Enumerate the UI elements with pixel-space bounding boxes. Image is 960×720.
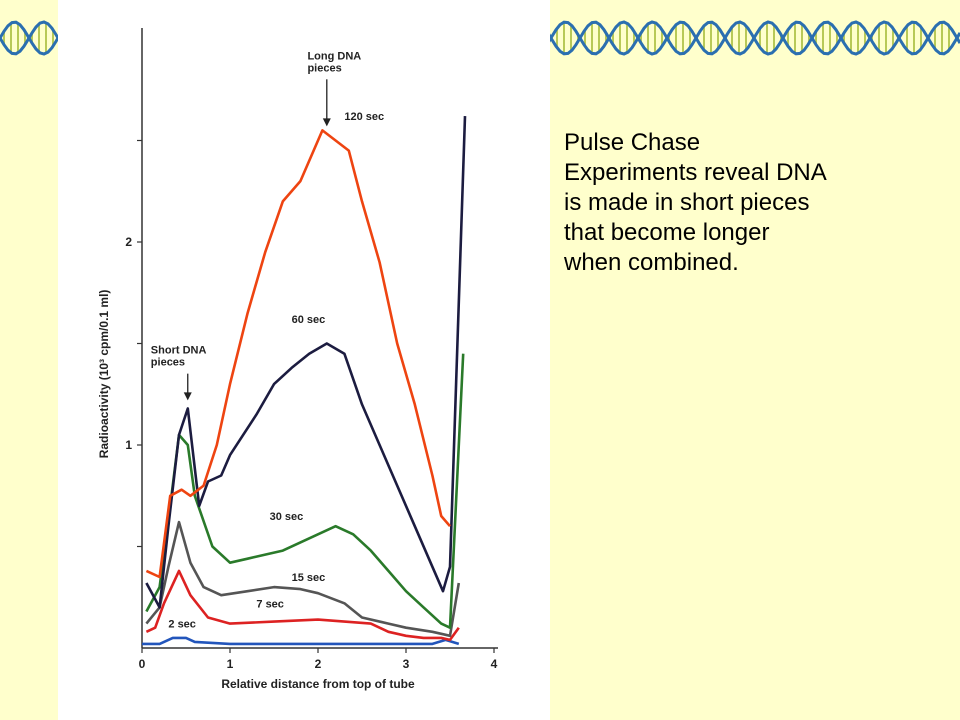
- chart-annotation: 7 sec: [256, 598, 284, 610]
- series-line-60-sec: [145, 116, 467, 609]
- chart-annotation: 120 sec: [344, 111, 384, 123]
- chart-annotation: 30 sec: [270, 511, 304, 523]
- caption-line: is made in short pieces: [564, 189, 810, 216]
- series-line-120-sec: [145, 129, 451, 579]
- x-tick-label: 3: [403, 657, 410, 671]
- x-tick-label: 0: [139, 657, 146, 671]
- y-tick-label: 2: [125, 235, 132, 249]
- chart-annotation: pieces: [307, 62, 341, 74]
- x-tick-label: 4: [491, 657, 498, 671]
- series-line-30-sec: [145, 353, 465, 630]
- x-axis-title: Relative distance from top of tube: [221, 677, 415, 691]
- caption-line: that become longer: [564, 219, 770, 246]
- pulse-chase-chart: 0 1 2 3 4 1 2 Relative distance from top of tub…: [97, 28, 498, 691]
- chart-panel: 0 1 2 3 4 1 2 Relative distance from top of tub…: [58, 0, 550, 720]
- chart-annotation: Short DNA: [151, 345, 207, 357]
- annotation-arrow-head: [322, 118, 331, 127]
- caption-line: when combined.: [564, 249, 739, 276]
- annotation-arrow-head: [183, 392, 192, 401]
- series-line-7-sec: [145, 569, 460, 642]
- slide-caption: Pulse Chase Experiments reveal DNA is ma…: [564, 128, 934, 278]
- chart-annotation: 15 sec: [292, 572, 326, 584]
- series-line-2-sec: [142, 636, 460, 646]
- caption-line: Pulse Chase: [564, 129, 701, 156]
- x-tick-label: 1: [227, 657, 234, 671]
- x-tick-label: 2: [315, 657, 322, 671]
- caption-line: Experiments reveal DNA: [564, 159, 827, 186]
- chart-annotation: Long DNA: [307, 50, 361, 62]
- y-axis-title: Radioactivity (10³ cpm/0.1 ml): [97, 290, 111, 459]
- series-line-15-sec: [145, 520, 461, 638]
- chart-annotation: pieces: [151, 357, 185, 369]
- y-tick-label: 1: [125, 438, 132, 452]
- chart-annotation: 60 sec: [292, 314, 326, 326]
- chart-annotation: 2 sec: [168, 619, 196, 631]
